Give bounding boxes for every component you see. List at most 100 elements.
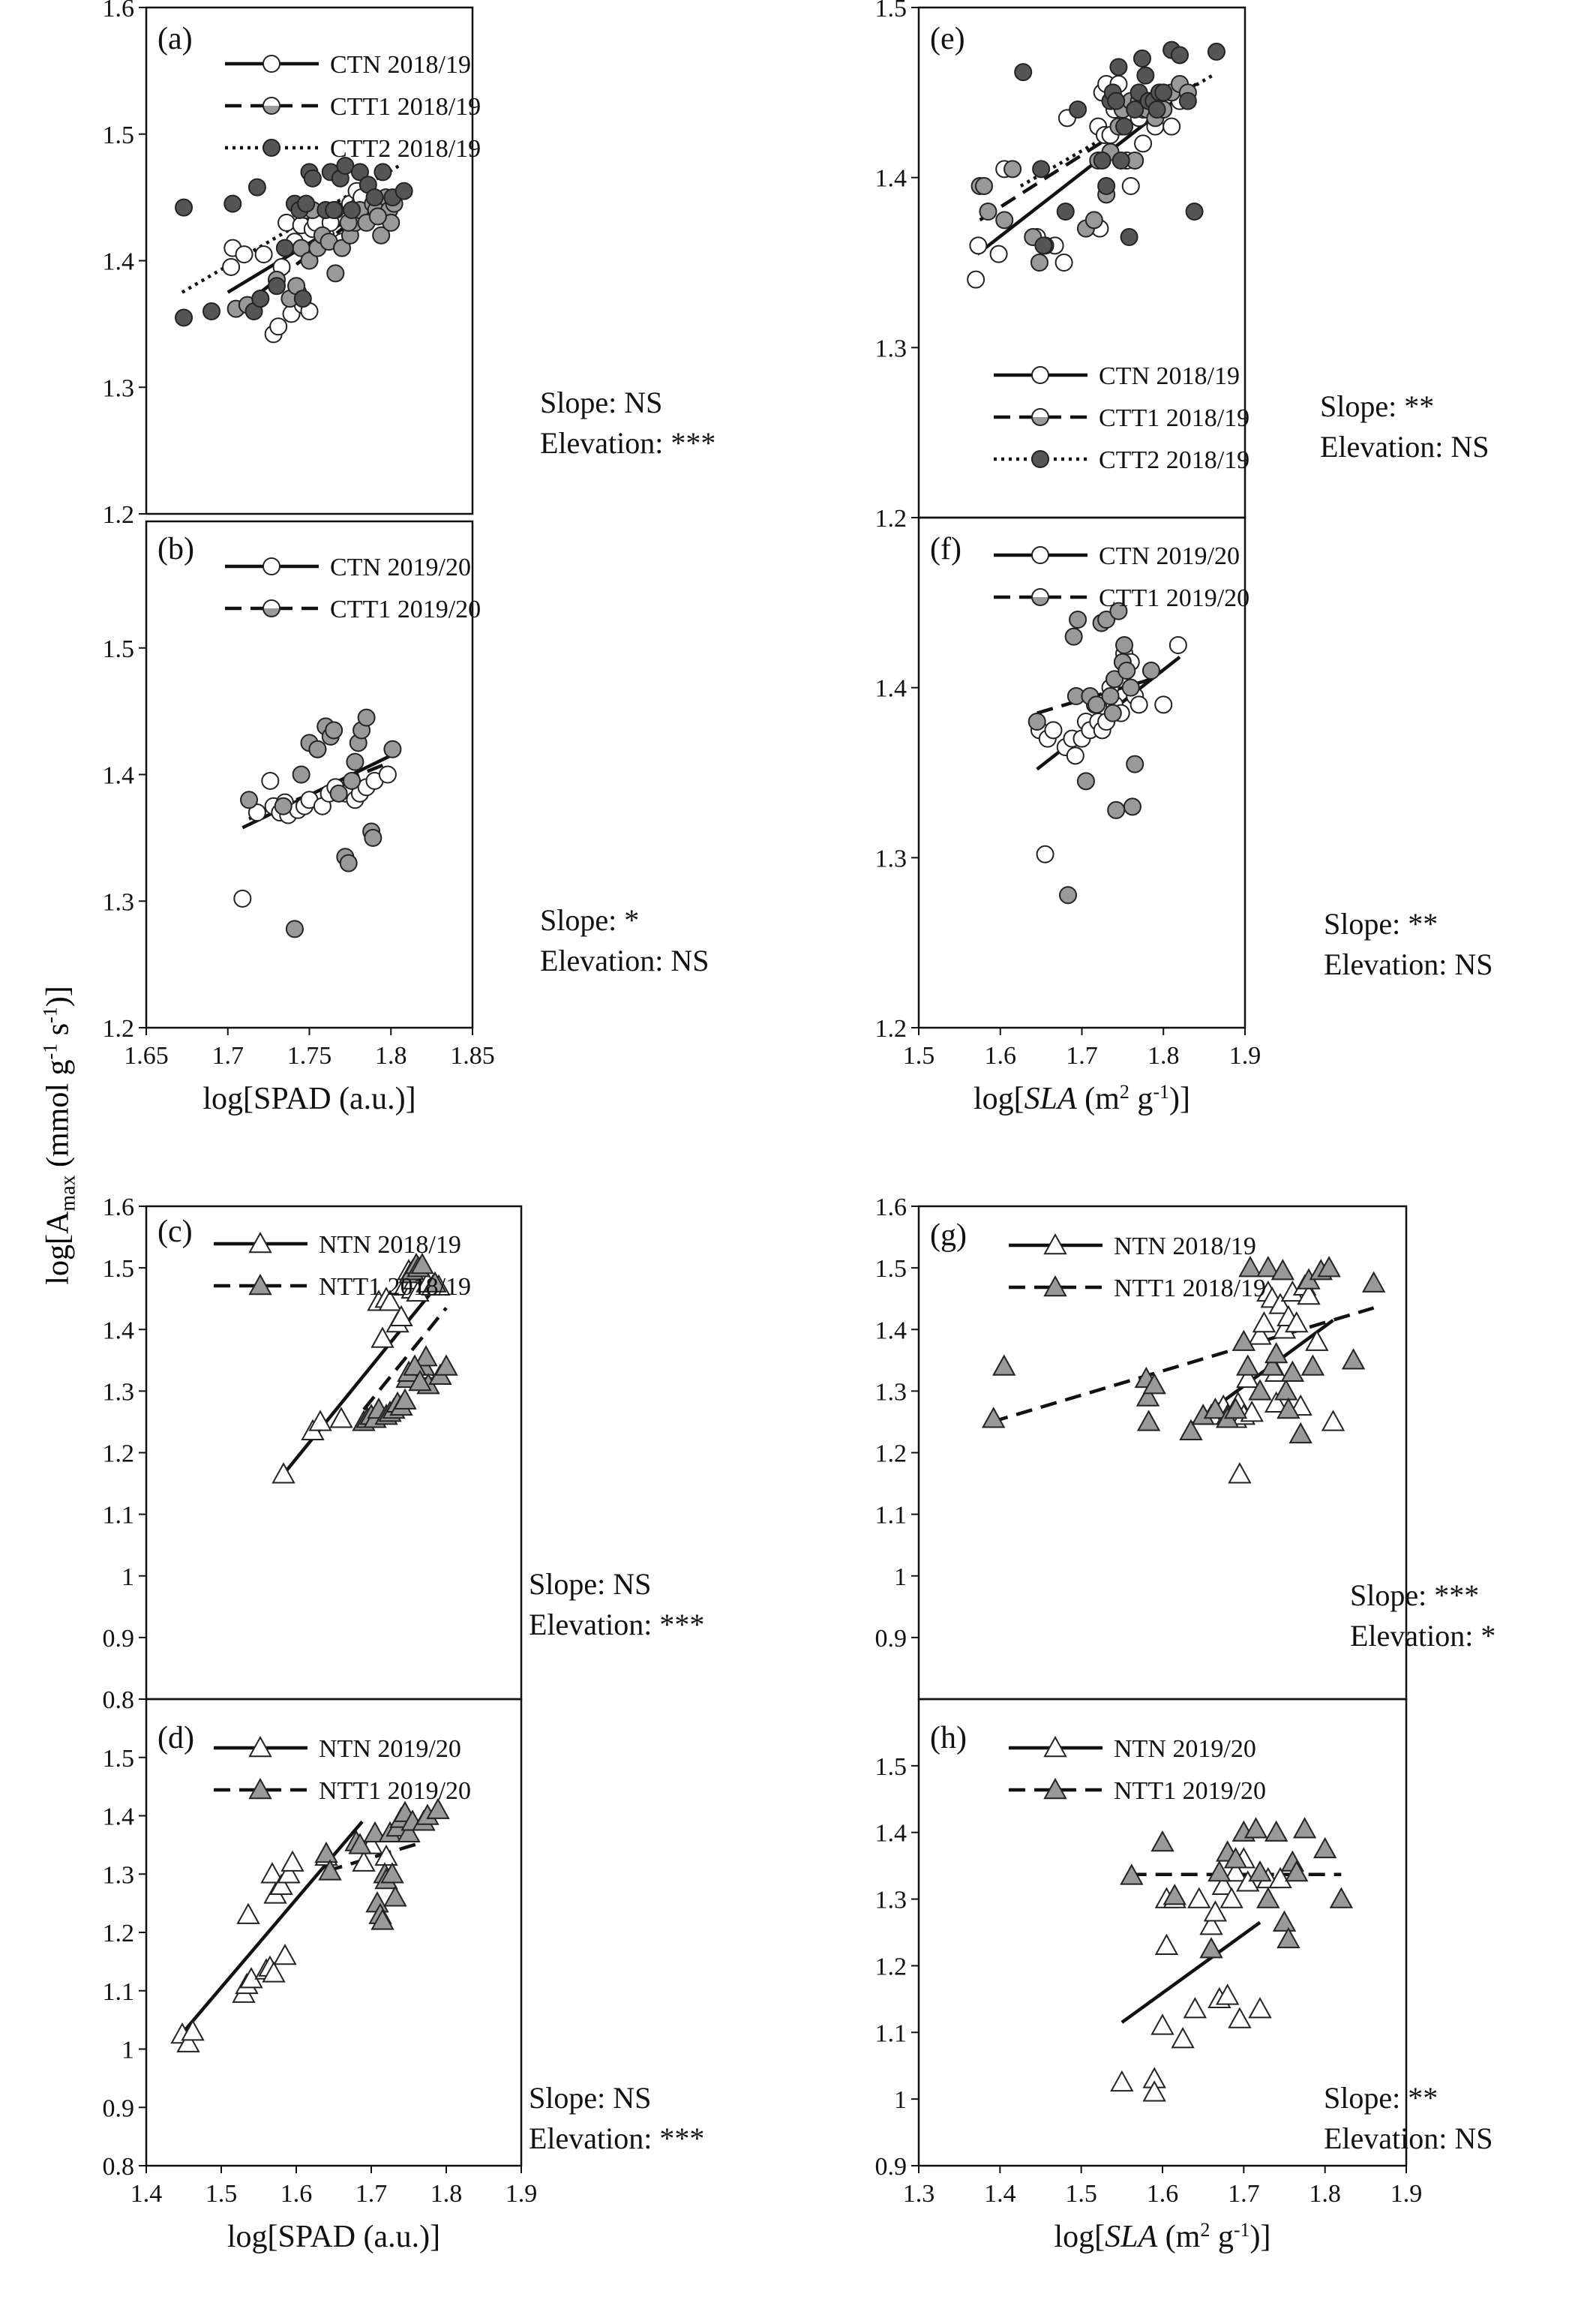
panel-c: 0.8 0.9 1 1.1 1.2 1.3 1.4 1.5 1.6 (c) NTN 2018/19 N…	[103, 1194, 705, 1714]
data-point	[1162, 117, 1181, 136]
data-point	[254, 245, 273, 264]
data-point	[293, 290, 312, 308]
data-point	[1270, 1259, 1295, 1281]
legend-label: NTT1 2019/20	[1114, 1777, 1266, 1805]
y-tick-label: 1.3	[103, 1861, 135, 1889]
stats-text: Slope: **	[1324, 2081, 1438, 2115]
y-tick-label: 1.2	[103, 501, 135, 529]
y-tick-label: 1.1	[103, 1978, 135, 2006]
data-point	[346, 752, 364, 771]
data-point	[1084, 211, 1103, 230]
data-point	[1203, 1900, 1228, 1922]
y-tick-label: 1.2	[103, 1015, 135, 1043]
data-point	[1244, 1817, 1268, 1839]
data-point	[389, 1305, 413, 1327]
data-point	[1142, 662, 1160, 680]
data-point	[1130, 695, 1148, 714]
data-point	[268, 277, 286, 296]
data-point	[336, 156, 355, 175]
data-point	[1097, 177, 1116, 195]
x-tick-label: 1.6	[1147, 2180, 1179, 2208]
data-point	[348, 1833, 372, 1854]
data-point	[1014, 63, 1033, 82]
x-axis-title: log[SPAD (a.u.)]	[227, 2220, 440, 2254]
y-tick-label: 1.4	[875, 675, 908, 703]
y-tick-label: 0.8	[103, 2153, 135, 2181]
data-point	[378, 1290, 402, 1311]
y-tick-label: 1.5	[103, 1255, 135, 1283]
data-point	[992, 1354, 1016, 1376]
legend-label: CTT1 2019/20	[1099, 584, 1250, 612]
data-point	[383, 740, 402, 758]
x-tick-label: 1.5	[903, 1042, 935, 1070]
data-point	[176, 2031, 200, 2052]
data-point	[251, 290, 270, 308]
y-tick-label: 1.5	[875, 1255, 908, 1283]
y-tick-label: 1.2	[103, 1920, 135, 1947]
data-point	[297, 194, 316, 213]
x-tick-label: 1.6	[280, 2180, 313, 2208]
y-tick-label: 1.3	[875, 1378, 908, 1406]
legend-label: NTT1 2019/20	[319, 1777, 471, 1805]
y-tick-label: 1.5	[875, 1753, 908, 1781]
data-point	[1066, 746, 1084, 765]
data-point	[181, 2019, 205, 2041]
data-point	[1109, 602, 1128, 620]
data-point	[1028, 713, 1046, 731]
y-tick-label: 0.9	[103, 2094, 135, 2122]
data-point	[1297, 1284, 1321, 1305]
data-point	[1004, 160, 1022, 179]
data-point	[1272, 1910, 1297, 1932]
legend-marker	[1043, 1735, 1067, 1758]
data-point	[325, 721, 344, 740]
data-point	[1132, 50, 1151, 68]
regression-line	[282, 1282, 440, 1476]
data-point	[1199, 1914, 1223, 1935]
x-tick-label: 1.4	[984, 2180, 1016, 2208]
legend-marker	[1043, 1233, 1067, 1255]
data-point	[394, 182, 413, 200]
stats-text: Slope: NS	[529, 1567, 651, 1601]
stats-text: Elevation: NS	[540, 944, 710, 977]
legend-marker	[1043, 1275, 1067, 1297]
data-point	[1106, 670, 1124, 689]
data-point	[1256, 1256, 1280, 1278]
data-point	[236, 1902, 260, 1924]
x-tick-label: 1.85	[450, 1042, 495, 1070]
y-tick-label: 0.9	[875, 1625, 908, 1653]
stats-text: Slope: *	[540, 903, 639, 937]
y-tick-label: 1.5	[875, 0, 908, 23]
x-tick-label: 1.65	[124, 1042, 169, 1070]
legend-label: NTN 2019/20	[319, 1735, 461, 1763]
data-point	[350, 163, 369, 182]
y-tick-label: 1.1	[103, 1502, 135, 1530]
y-tick-label: 1.3	[875, 845, 908, 872]
data-point	[1317, 1256, 1341, 1278]
data-point	[1187, 1887, 1211, 1908]
data-point	[1150, 1830, 1174, 1852]
data-point	[1142, 2080, 1166, 2102]
data-point	[280, 1850, 304, 1872]
y-tick-label: 1.3	[875, 1887, 908, 1914]
y-tick-label: 0.9	[103, 1625, 135, 1653]
data-point	[1054, 254, 1073, 272]
data-point	[262, 1961, 286, 1983]
data-point	[1228, 1462, 1252, 1484]
data-point	[1168, 636, 1187, 654]
data-point	[397, 1821, 421, 1843]
x-tick-label: 1.5	[1065, 2180, 1097, 2208]
data-point	[989, 245, 1008, 263]
y-tick-label: 1.3	[103, 888, 135, 916]
panel-e: 1.2 1.3 1.4 1.5 (e) CTN 2018/19 CTT1 2018/19 CT…	[875, 0, 1490, 533]
data-point	[1260, 1354, 1284, 1376]
data-point	[380, 1862, 404, 1884]
y-tick-label: 1.4	[103, 248, 135, 276]
data-point	[1150, 2013, 1174, 2035]
data-point	[1361, 1271, 1386, 1293]
x-tick-label: 1.7	[356, 2180, 388, 2208]
x-tick-label: 1.8	[1148, 1042, 1180, 1070]
data-point	[1203, 1397, 1228, 1419]
data-point	[1120, 1863, 1144, 1885]
data-point	[1276, 1397, 1300, 1419]
